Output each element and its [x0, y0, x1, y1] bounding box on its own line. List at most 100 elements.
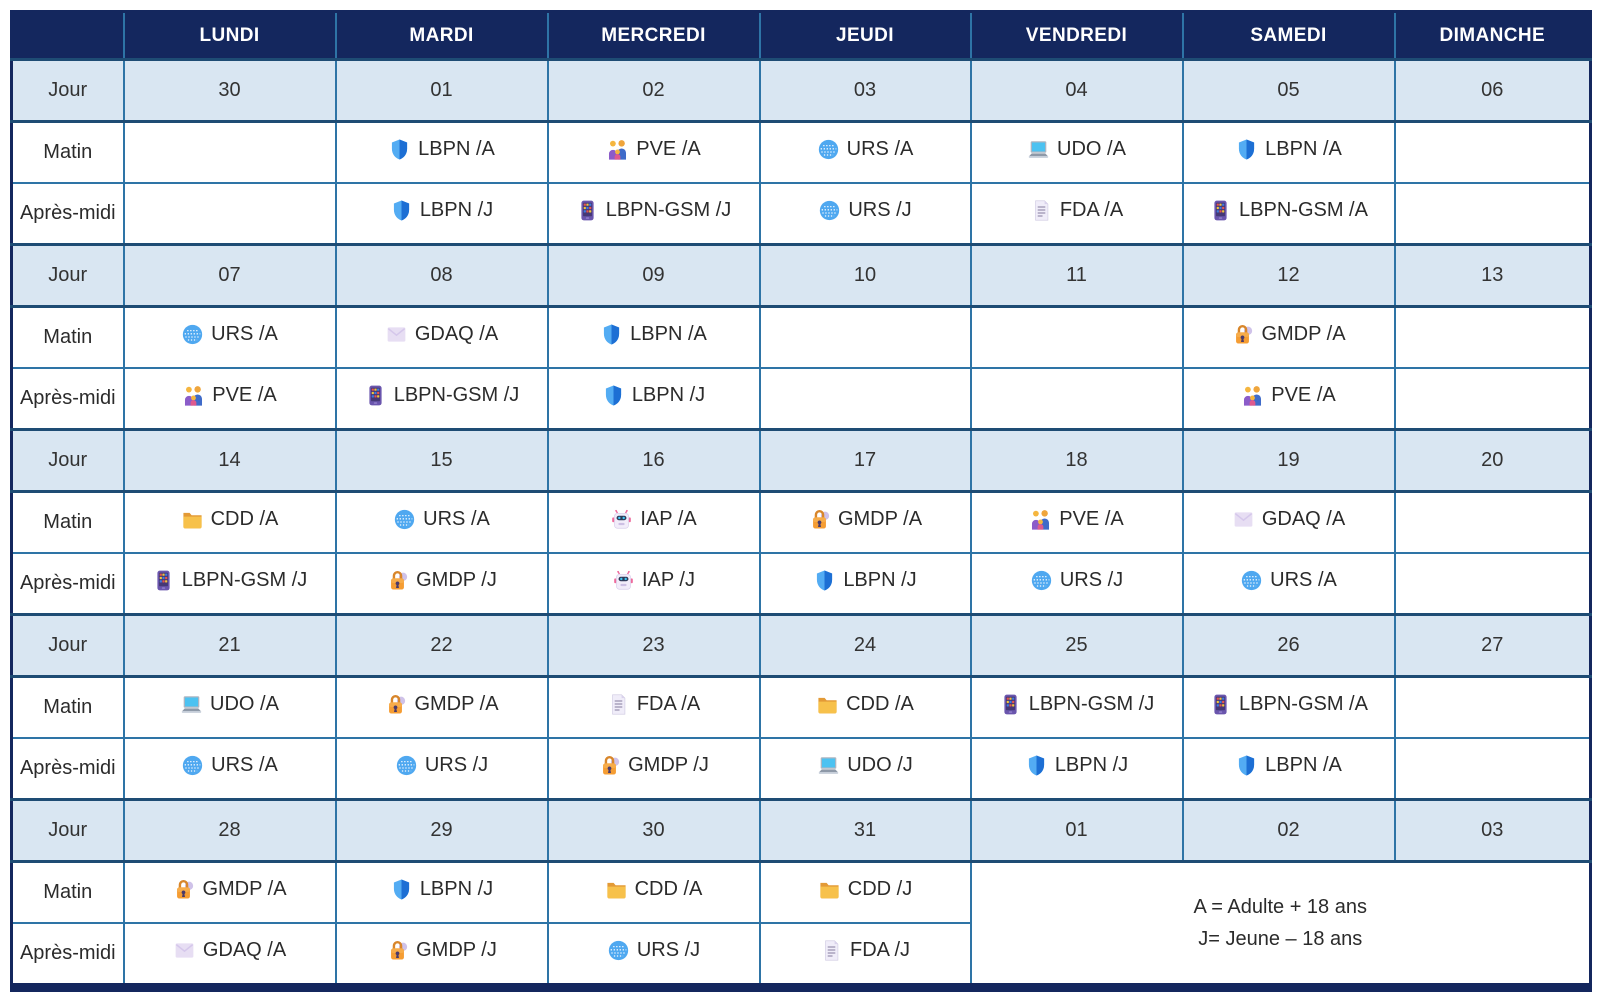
- weekday-header-vendredi: VENDREDI: [969, 10, 1184, 61]
- activity: URS /A: [1240, 569, 1337, 592]
- row-label-apres_midi: Après-midi: [10, 922, 125, 989]
- day-number: 12: [1181, 243, 1396, 308]
- activity-cell: CDD /A: [546, 860, 761, 924]
- day-number: 10: [758, 243, 972, 308]
- day-number: 18: [969, 428, 1184, 493]
- activity-label: LBPN /J: [631, 384, 706, 406]
- activity-cell: LBPN /J: [334, 182, 549, 246]
- activity-cell: URS /J: [334, 737, 549, 801]
- activity-cell: LBPN-GSM /J: [969, 675, 1184, 739]
- activity-cell: URS /J: [758, 182, 972, 246]
- activity-cell: LBPN /A: [1181, 120, 1396, 184]
- activity-label: GMDP /A: [837, 508, 923, 530]
- activity-label: LBPN-GSM /A: [1239, 199, 1368, 221]
- activity: GMDP /A: [172, 878, 287, 901]
- calculator-phone-icon: [364, 384, 387, 407]
- activity-cell: URS /A: [122, 305, 337, 369]
- day-number: 30: [546, 798, 761, 863]
- row-label-matin: Matin: [10, 860, 125, 924]
- envelope-icon: [1232, 508, 1255, 531]
- activity: IAP /J: [612, 569, 695, 592]
- activity-label: URS /J: [848, 199, 912, 221]
- shield-icon: [1235, 754, 1258, 777]
- row-label-jour: Jour: [10, 613, 125, 678]
- activity-cell: URS /A: [758, 120, 972, 184]
- activity-label: LBPN-GSM /A: [1239, 693, 1368, 715]
- calculator-phone-icon: [1209, 693, 1232, 716]
- activity-cell: [1393, 737, 1592, 801]
- activity-label: PVE /A: [636, 138, 701, 160]
- calculator-phone-icon: [1209, 199, 1232, 222]
- activity-cell: GDAQ /A: [1181, 490, 1396, 554]
- weekday-header-row: LUNDI MARDI MERCREDI JEUDI VENDREDI SAME…: [10, 10, 1592, 61]
- week-5-matin-row: Matin GMDP /A LBPN /J CDD /A CDD /J A = Adult…: [10, 860, 1592, 989]
- activity-cell: GDAQ /A: [122, 922, 337, 989]
- activity-cell: LBPN-GSM /J: [334, 367, 549, 431]
- week-2-jour-row: Jour 07 08 09 10 11 12 13: [10, 243, 1592, 308]
- day-number: 25: [969, 613, 1184, 678]
- shield-icon: [602, 384, 625, 407]
- week-1-apres_midi-row: Après-midi LBPN /J LBPN-GSM /J URS /J FDA /A…: [10, 182, 1592, 246]
- day-number: 23: [546, 613, 761, 678]
- row-label-apres_midi: Après-midi: [10, 552, 125, 616]
- day-number: 19: [1181, 428, 1396, 493]
- shield-icon: [1025, 754, 1048, 777]
- activity-cell: URS /A: [1181, 552, 1396, 616]
- activity: UDO /A: [1027, 138, 1126, 161]
- activity: URS /J: [395, 754, 488, 777]
- activity-label: URS /A: [211, 754, 278, 776]
- activity: PVE /A: [1241, 384, 1336, 407]
- activity: GMDP /A: [384, 693, 499, 716]
- activity-label: GMDP /J: [628, 754, 709, 776]
- day-number: 22: [334, 613, 549, 678]
- week-3-jour-row: Jour 14 15 16 17 18 19 20: [10, 428, 1592, 493]
- activity-cell: FDA /A: [969, 182, 1184, 246]
- weekday-header-mardi: MARDI: [334, 10, 549, 61]
- activity: URS /J: [818, 199, 912, 222]
- activity: GMDP /A: [1231, 323, 1346, 346]
- day-number: 02: [546, 58, 761, 123]
- family-icon: [1029, 508, 1052, 531]
- activity-label: IAP /J: [642, 569, 695, 591]
- day-number: 20: [1393, 428, 1592, 493]
- activity-label: GDAQ /A: [202, 939, 287, 961]
- activity-cell: GMDP /A: [122, 860, 337, 924]
- globe-icon: [817, 138, 840, 161]
- folder-icon: [816, 693, 839, 716]
- week-3-matin-row: Matin CDD /A URS /A IAP /A GMDP /A PVE /A GDAQ…: [10, 490, 1592, 554]
- week-2-matin-row: Matin URS /A GDAQ /A LBPN /A GMDP /A: [10, 305, 1592, 369]
- activity-cell: LBPN-GSM /A: [1181, 182, 1396, 246]
- day-number: 30: [122, 58, 337, 123]
- activity: CDD /A: [605, 878, 702, 901]
- activity-label: GDAQ /A: [1261, 508, 1346, 530]
- activity-cell: LBPN /A: [1181, 737, 1396, 801]
- activity-cell: GMDP /A: [758, 490, 972, 554]
- week-5-jour-row: Jour 28 29 30 31 01 02 03: [10, 798, 1592, 863]
- day-number: 03: [1393, 798, 1592, 863]
- activity: LBPN-GSM /A: [1209, 199, 1368, 222]
- activity-label: PVE /A: [1271, 384, 1336, 406]
- day-number: 06: [1393, 58, 1592, 123]
- activity-label: URS /A: [211, 323, 278, 345]
- day-number: 15: [334, 428, 549, 493]
- day-number: 27: [1393, 613, 1592, 678]
- activity-cell: LBPN-GSM /J: [546, 182, 761, 246]
- activity-cell: LBPN-GSM /J: [122, 552, 337, 616]
- activity: LBPN /A: [1235, 754, 1342, 777]
- day-number: 04: [969, 58, 1184, 123]
- row-label-matin: Matin: [10, 490, 125, 554]
- row-label-apres_midi: Après-midi: [10, 737, 125, 801]
- activity: LBPN-GSM /J: [576, 199, 731, 222]
- activity-label: LBPN /J: [843, 569, 917, 591]
- calculator-phone-icon: [152, 569, 175, 592]
- family-icon: [182, 384, 205, 407]
- row-label-jour: Jour: [10, 428, 125, 493]
- activity: LBPN /A: [388, 138, 495, 161]
- activity-label: LBPN /A: [630, 323, 707, 345]
- activity: LBPN /J: [1025, 754, 1128, 777]
- globe-icon: [1240, 569, 1263, 592]
- activity: LBPN-GSM /J: [152, 569, 307, 592]
- activity-cell: GMDP /A: [334, 675, 549, 739]
- activity-label: LBPN-GSM /J: [393, 384, 520, 406]
- shield-icon: [600, 323, 623, 346]
